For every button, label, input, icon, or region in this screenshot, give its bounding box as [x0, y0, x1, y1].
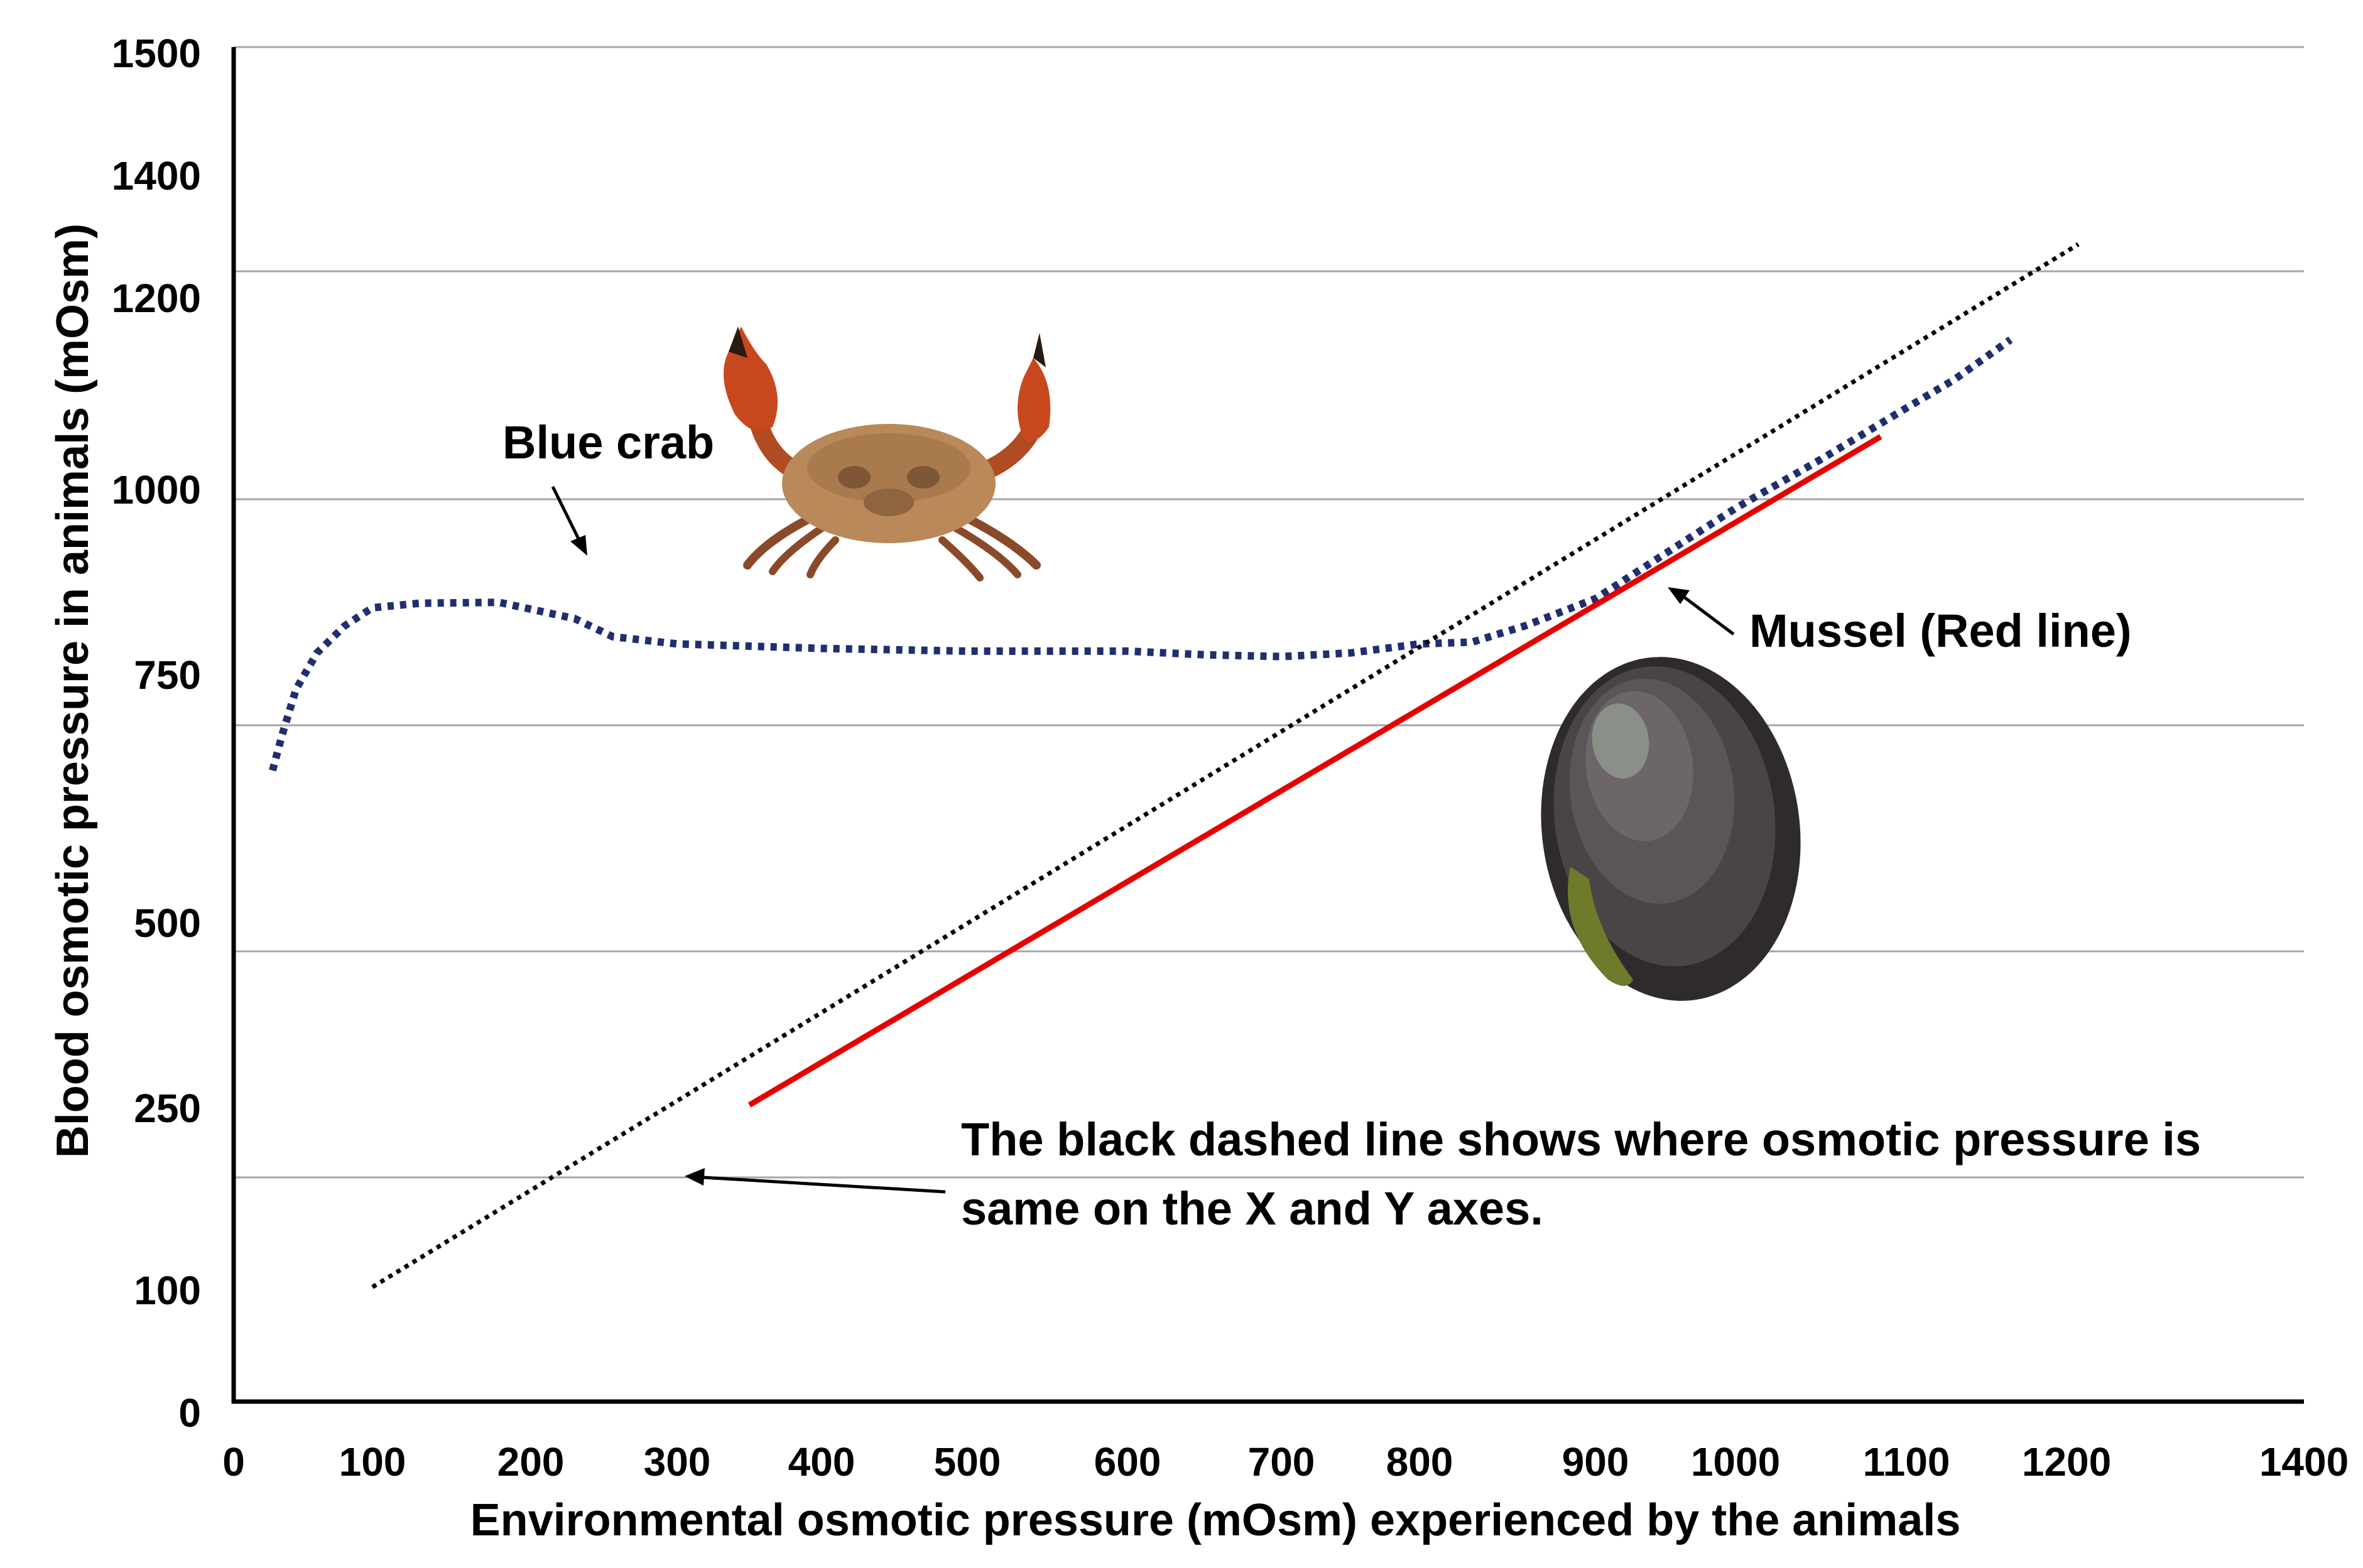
x-tick-label-0: 0: [222, 1439, 245, 1484]
mussel-label: Mussel (Red line): [1749, 605, 2132, 657]
x-axis-title: Environmental osmotic pressure (mOsm) ex…: [470, 1495, 1961, 1545]
axes-layer: [231, 47, 2304, 1404]
black-line-arrow: [685, 1168, 946, 1194]
x-tick-label-700: 700: [1248, 1439, 1315, 1484]
y-tick-label-1000: 1000: [112, 467, 201, 512]
series-line-1: [747, 434, 1882, 1108]
y-tick-label-1500: 1500: [112, 31, 201, 76]
x-tick-label-300: 300: [644, 1439, 711, 1484]
x-tick-label-1000: 1000: [1691, 1439, 1780, 1484]
x-tick-label-100: 100: [339, 1439, 406, 1484]
x-tick-label-600: 600: [1094, 1439, 1161, 1484]
x-tick-label-1200: 1200: [2022, 1439, 2111, 1484]
x-tick-label-500: 500: [934, 1439, 1001, 1484]
y-tick-label-500: 500: [134, 900, 201, 946]
black-line-note-line2: same on the X and Y axes.: [961, 1182, 1543, 1235]
black-line-note-line1: The black dashed line shows where osmoti…: [961, 1113, 2201, 1165]
x-tick-label-1100: 1100: [1863, 1439, 1950, 1484]
series-line-2: [371, 242, 2080, 1289]
x-tick-label-900: 900: [1562, 1439, 1629, 1484]
grid-layer: [234, 46, 2304, 1179]
x-tick-labels: 0 100 200 300 400 500 600 700 800 900 1000 1100 1200…: [222, 1439, 2349, 1484]
y-tick-label-1400: 1400: [112, 153, 201, 198]
x-tick-label-800: 800: [1386, 1439, 1453, 1484]
y-tick-label-250: 250: [134, 1086, 201, 1131]
series-layer: [269, 242, 2080, 1289]
arrow-layer: [551, 485, 1735, 1194]
y-tick-label-750: 750: [134, 652, 201, 698]
blue-crab-label: Blue crab: [502, 416, 714, 468]
y-tick-labels: 0 100 250 500 750 1000 1200 1400 1500: [112, 31, 201, 1436]
blue-crab-arrow: [551, 485, 587, 556]
y-axis-title: Blood osmotic pressure in animals (mOsm): [48, 224, 98, 1158]
y-tick-label-100: 100: [134, 1268, 201, 1313]
blue-crab-illustration: [724, 327, 1051, 581]
mussel-arrow: [1668, 587, 1735, 635]
y-tick-label-0: 0: [178, 1390, 201, 1436]
y-tick-label-1200: 1200: [112, 276, 201, 321]
x-tick-label-1400: 1400: [2259, 1439, 2349, 1484]
mussel-illustration: [1541, 657, 1801, 1001]
x-tick-label-200: 200: [497, 1439, 565, 1484]
x-tick-label-400: 400: [788, 1439, 856, 1484]
